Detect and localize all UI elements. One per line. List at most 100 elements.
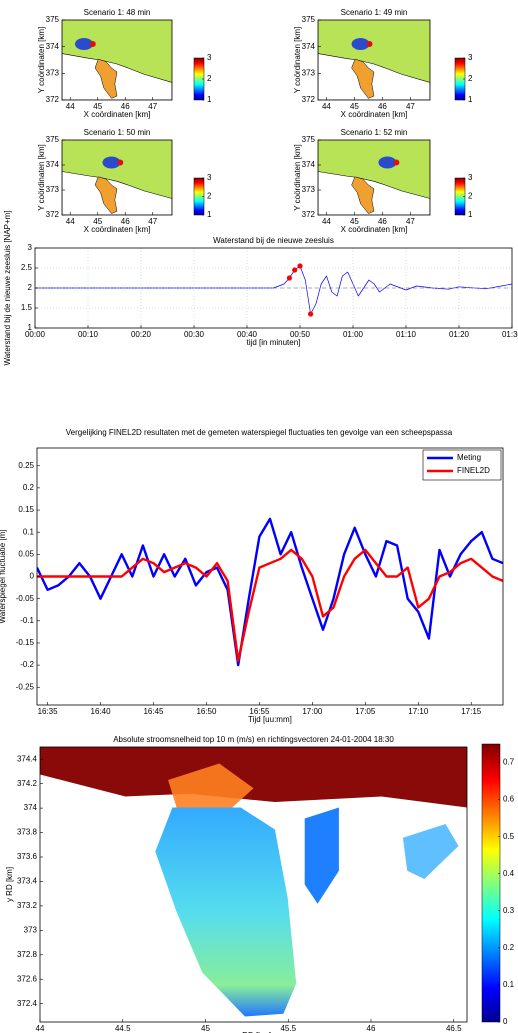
y-axis-label: Waterstand bij de nieuwe zeesluis [NAP+m… xyxy=(3,210,12,365)
x-tick-label: 44 xyxy=(66,217,75,226)
colorbar-tick-label: 0.2 xyxy=(503,943,515,952)
colorbar-tick-label: 3 xyxy=(207,173,212,182)
y-tick-label: 2 xyxy=(28,283,33,292)
panel: 1 2 3 44 45 46 47 372 373 374 375 Scenario 1: 50 mi… xyxy=(37,128,212,234)
y-tick-label: 374 xyxy=(46,160,60,169)
x-axis-label: X coördinaten [km] xyxy=(84,110,151,119)
y-tick-label: -0.1 xyxy=(20,616,34,625)
x-tick-label: 44 xyxy=(322,217,331,226)
x-tick-label: 16:35 xyxy=(38,707,59,716)
y-tick-label: 372 xyxy=(46,95,60,104)
chart-title: Scenario 1: 48 min xyxy=(84,8,151,17)
y-tick-label: 373 xyxy=(24,925,38,934)
x-tick-label: 44 xyxy=(322,102,331,111)
land xyxy=(62,171,172,215)
chart-title: Waterstand bij de nieuwe zeesluis xyxy=(213,236,334,245)
colorbar-tick-label: 0.5 xyxy=(503,832,515,841)
wave-trough xyxy=(378,156,397,169)
x-tick-label: 16:50 xyxy=(196,707,217,716)
y-tick-label: 374 xyxy=(302,160,316,169)
wave-trough xyxy=(75,38,93,50)
y-tick-label: 374.4 xyxy=(17,754,38,763)
y-tick-label: 0.05 xyxy=(18,549,34,558)
land xyxy=(318,171,430,215)
chart-title: Scenario 1: 52 min xyxy=(341,128,408,137)
y-tick-label: 372 xyxy=(302,210,316,219)
colorbar-tick-label: 2 xyxy=(468,192,473,201)
y-tick-label: -0.15 xyxy=(16,638,35,647)
series-line xyxy=(37,548,503,662)
colorbar-tick-label: 3 xyxy=(207,53,212,62)
basin xyxy=(155,807,297,1017)
chart-title: Scenario 1: 50 min xyxy=(84,128,151,137)
y-tick-label: 373 xyxy=(46,185,60,194)
y-axis-label: Y coördinaten [km] xyxy=(37,144,46,211)
y-tick-label: 0.25 xyxy=(18,461,34,470)
y-tick-label: 0.2 xyxy=(23,483,35,492)
y-tick-label: 374 xyxy=(24,803,38,812)
colorbar-tick-label: 0.6 xyxy=(503,795,515,804)
x-axis-label: tijd [in minuten] xyxy=(247,338,301,347)
x-tick-label: 47 xyxy=(406,102,415,111)
y-tick-label: -0.05 xyxy=(16,594,35,603)
side-basin xyxy=(304,807,339,904)
panel: 16:35 16:40 16:45 16:50 16:55 17:00 17:05 17:10… xyxy=(0,428,504,724)
panel: 1 2 3 44 45 46 47 372 373 374 375 Scenario 1: 52 mi… xyxy=(293,128,473,234)
axes-frame xyxy=(317,139,431,216)
colorbar-tick-label: 3 xyxy=(468,53,473,62)
y-axis-label: y RD [km] xyxy=(5,867,14,902)
y-tick-label: 375 xyxy=(302,15,316,24)
y-tick-label: 0.1 xyxy=(23,527,35,536)
colorbar-tick-label: 2 xyxy=(207,74,212,83)
x-tick-label: 46 xyxy=(367,1024,376,1033)
wave-crest xyxy=(366,41,373,47)
y-tick-label: 374 xyxy=(302,42,316,51)
legend-box xyxy=(422,449,502,481)
land xyxy=(62,53,172,100)
y-tick-label: 374.2 xyxy=(17,779,38,788)
x-tick-label: 45 xyxy=(350,102,359,111)
y-axis-label: Y coördinaten [km] xyxy=(293,144,302,211)
y-tick-label: -0.25 xyxy=(16,682,35,691)
side-basin xyxy=(402,824,459,879)
x-tick-label: 46 xyxy=(378,217,387,226)
x-tick-label: 17:15 xyxy=(461,707,482,716)
x-tick-label: 00:10 xyxy=(78,330,99,339)
x-axis-label: X coördinaten [km] xyxy=(341,225,408,234)
y-tick-label: 373 xyxy=(46,68,60,77)
x-tick-label: 47 xyxy=(148,102,157,111)
colorbar-tick-label: 1 xyxy=(468,95,473,104)
plot-area xyxy=(62,140,172,215)
y-tick-label: 2.5 xyxy=(21,263,33,272)
x-tick-label: 17:05 xyxy=(355,707,376,716)
axes-frame xyxy=(61,139,173,216)
colorbar-tick-label: 3 xyxy=(468,173,473,182)
marker xyxy=(297,263,303,269)
x-axis-label: X coördinaten [km] xyxy=(84,225,151,234)
x-tick-label: 01:20 xyxy=(449,330,470,339)
land xyxy=(318,53,430,100)
x-tick-label: 00:40 xyxy=(237,330,258,339)
x-tick-label: 45 xyxy=(93,102,102,111)
x-tick-label: 44 xyxy=(36,1024,45,1033)
panel: 1 2 3 44 45 46 47 372 373 374 375 Scenario 1: 48 mi… xyxy=(37,8,212,119)
series-line xyxy=(37,517,503,667)
x-tick-label: 01:30 xyxy=(502,330,518,339)
wave-trough xyxy=(351,38,370,50)
jet-plume xyxy=(168,763,254,808)
chart-title: Absolute stroomsnelheid top 10 m (m/s) e… xyxy=(113,735,394,744)
y-tick-label: 375 xyxy=(46,15,60,24)
x-axis-label: Tijd [uu:mm] xyxy=(248,715,292,724)
colorbar-tick-label: 2 xyxy=(468,74,473,83)
y-tick-label: 372.6 xyxy=(17,974,38,983)
harbor xyxy=(351,176,375,214)
y-tick-label: 375 xyxy=(302,135,316,144)
y-tick-label: 372 xyxy=(46,210,60,219)
x-tick-label: 45 xyxy=(201,1024,210,1033)
chart-title: Scenario 1: 49 min xyxy=(341,8,408,17)
x-tick-label: 47 xyxy=(148,217,157,226)
x-tick-label: 01:00 xyxy=(343,330,364,339)
axes-frame xyxy=(317,19,431,101)
x-tick-label: 45.5 xyxy=(280,1024,296,1033)
colorbar-tick-label: 0 xyxy=(503,1017,508,1026)
